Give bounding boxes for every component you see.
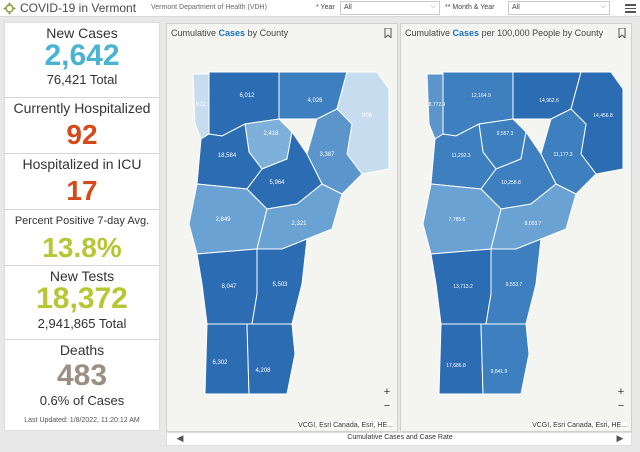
month-year-filter-label: ** Month & Year (445, 4, 495, 11)
stats-panel: New Cases 2,642 76,421 Total Currently H… (4, 22, 160, 431)
zoom-out-button[interactable]: − (617, 400, 625, 412)
county-label: 8,003.7 (525, 221, 542, 227)
new-cases-stat: New Cases 2,642 76,421 Total (5, 23, 159, 98)
month-year-filter-select[interactable]: All ⌵ (508, 1, 610, 15)
bookmark-icon[interactable] (384, 28, 392, 38)
icu-stat: Hospitalized in ICU 17 (5, 154, 159, 210)
county-label: 5,503 (272, 282, 288, 288)
chevron-down-icon: ⌵ (600, 3, 606, 10)
county-windsor[interactable] (485, 238, 542, 325)
county-label: 2,321 (291, 221, 307, 227)
total-cases-value: 76,421 Total (46, 72, 118, 87)
case-rate-map[interactable]: 8,772.9 12,164.9 14,962.6 14,456.8 9,557… (401, 24, 632, 432)
county-label: 2,849 (215, 217, 231, 223)
deaths-value: 483 (56, 359, 108, 392)
month-year-filter-value: All (512, 4, 520, 11)
county-label: 13,713.2 (453, 284, 473, 290)
deaths-stat: Deaths 483 0.6% of Cases (5, 340, 159, 416)
total-tests-value: 2,941,865 Total (37, 316, 127, 331)
county-label: 622 (196, 102, 207, 108)
cases-map-title: Cumulative Cases by County (171, 28, 289, 38)
app-header: COVID-19 in Vermont Vermont Department o… (0, 0, 640, 17)
county-bennington[interactable] (438, 323, 484, 395)
county-label: 14,456.8 (593, 113, 613, 119)
hospitalized-label: Currently Hospitalized (13, 100, 151, 116)
county-label: 14,962.6 (539, 98, 559, 104)
map-attribution: VCGI, Esri Canada, Esri, HE... (532, 422, 627, 429)
zoom-out-button[interactable]: − (383, 400, 391, 412)
virus-icon (3, 2, 16, 15)
new-tests-label: New Tests (49, 268, 115, 284)
icu-label: Hospitalized in ICU (22, 156, 142, 172)
county-label: 4,208 (255, 368, 271, 374)
percent-positive-label: Percent Positive 7-day Avg. (14, 215, 150, 227)
zoom-in-button[interactable]: + (383, 386, 391, 398)
county-windham[interactable] (246, 323, 296, 395)
county-label: 10,258.8 (501, 180, 521, 186)
deaths-label: Deaths (59, 342, 105, 358)
county-label: 6,302 (212, 360, 228, 366)
percent-positive-value: 13.8% (42, 232, 122, 263)
county-label: 4,026 (307, 98, 323, 104)
carousel-label: Cumulative Cases and Case Rate (347, 434, 453, 441)
county-label: 12,164.9 (471, 93, 491, 99)
county-label: 9,557.3 (497, 131, 514, 137)
county-label: 7,785.6 (449, 217, 466, 223)
cases-map-panel[interactable]: 622 6,012 4,026 906 2,418 18,584 3,387 5… (166, 23, 398, 432)
county-label: 9,841.9 (491, 369, 508, 375)
last-updated: Last Updated: 1/8/2022, 11:20:12 AM (24, 417, 140, 424)
previous-arrow-icon[interactable]: ◀ (176, 433, 184, 443)
menu-icon[interactable] (625, 2, 636, 15)
county-label: 9,553.7 (506, 282, 523, 288)
hospitalized-value: 92 (66, 119, 98, 150)
county-label: 5,964 (269, 180, 285, 186)
county-label: 6,012 (239, 93, 255, 99)
percent-positive-stat: Percent Positive 7-day Avg. 13.8% (5, 210, 159, 266)
county-label: 11,177.3 (553, 152, 572, 158)
new-cases-value: 2,642 (44, 39, 120, 72)
zoom-in-button[interactable]: + (617, 386, 625, 398)
new-cases-label: New Cases (46, 25, 118, 41)
app-title: COVID-19 in Vermont (20, 1, 137, 15)
chevron-down-icon: ⌵ (430, 3, 436, 10)
county-label: 17,686.8 (446, 363, 466, 369)
app-subtitle: Vermont Department of Health (VDH) (151, 4, 267, 11)
county-label: 906 (362, 113, 373, 119)
county-label: 8,047 (221, 284, 237, 290)
map-attribution: VCGI, Esri Canada, Esri, HE... (298, 422, 393, 429)
county-bennington[interactable] (204, 323, 250, 395)
year-filter-value: All (344, 4, 352, 11)
county-windsor[interactable] (251, 238, 308, 325)
county-label: 3,387 (319, 152, 335, 158)
year-filter-label: * Year (316, 4, 335, 11)
icu-value: 17 (66, 175, 98, 206)
case-rate-map-title: Cumulative Cases per 100,000 People by C… (405, 28, 604, 38)
new-tests-stat: New Tests 18,372 2,941,865 Total (5, 266, 159, 340)
county-windham[interactable] (480, 323, 530, 395)
county-label: 2,418 (263, 131, 279, 137)
year-filter-select[interactable]: All ⌵ (340, 1, 440, 15)
hospitalized-stat: Currently Hospitalized 92 (5, 98, 159, 154)
next-arrow-icon[interactable]: ▶ (616, 433, 624, 443)
case-rate-map-panel[interactable]: 8,772.9 12,164.9 14,962.6 14,456.8 9,557… (400, 23, 632, 432)
deaths-percent: 0.6% of Cases (39, 393, 125, 408)
county-label: 8,772.9 (429, 102, 446, 108)
new-tests-value: 18,372 (36, 282, 128, 315)
county-label: 18,584 (218, 153, 237, 159)
map-carousel-footer: ◀ Cumulative Cases and Case Rate ▶ (166, 432, 632, 446)
bookmark-icon[interactable] (618, 28, 626, 38)
cases-map[interactable]: 622 6,012 4,026 906 2,418 18,584 3,387 5… (167, 24, 398, 432)
county-label: 11,292.3 (451, 153, 470, 159)
